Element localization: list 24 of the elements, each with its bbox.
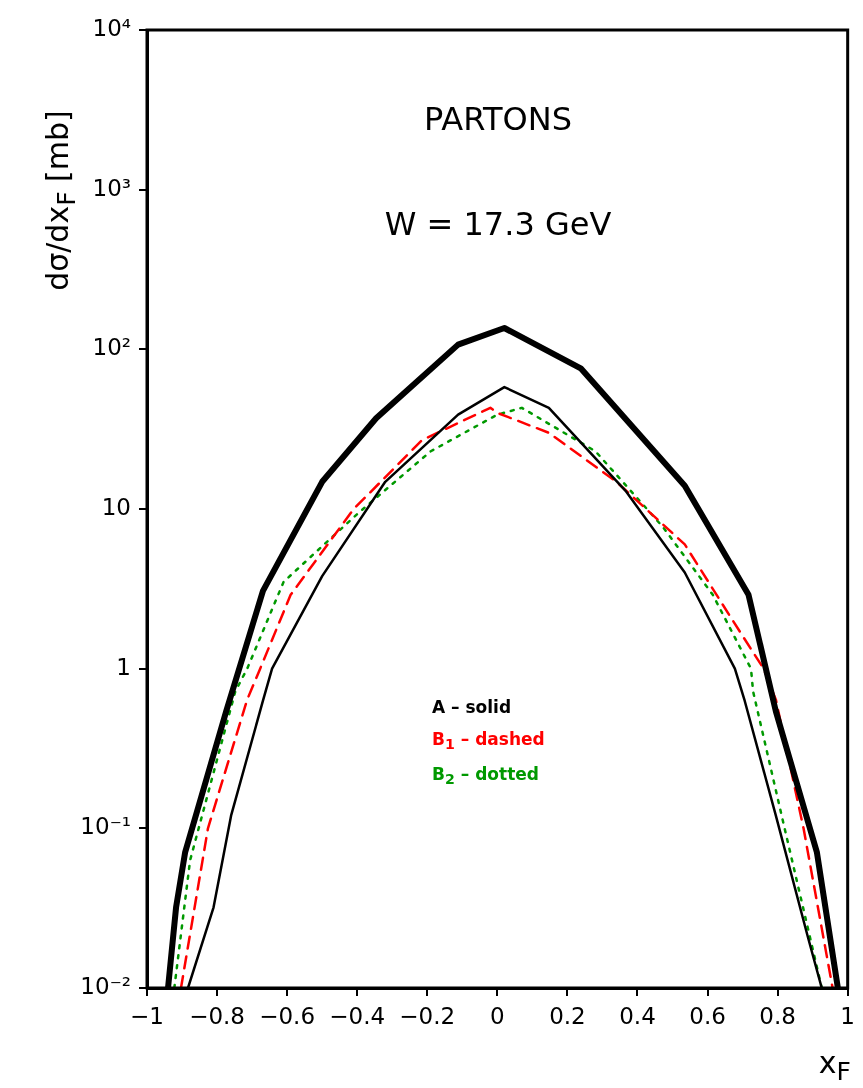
- y-tick-label: 10⁻¹: [80, 813, 131, 840]
- x-tick-label: 0.2: [549, 1002, 586, 1029]
- x-tick-label: −0.2: [399, 1002, 456, 1029]
- y-tick-label: 10²: [92, 334, 131, 361]
- annotation: PARTONS: [423, 100, 573, 138]
- y-tick-label: 10: [101, 493, 131, 520]
- x-tick-label: 0.8: [759, 1002, 796, 1029]
- x-tick-label: 0.4: [619, 1002, 656, 1029]
- x-tick-label: −0.6: [259, 1002, 316, 1029]
- x-tick-label: 0: [490, 1002, 505, 1029]
- text: A – solid: [432, 697, 513, 717]
- text: B$_{2}$ – dotted: [432, 764, 540, 788]
- x-tick-label: −0.8: [189, 1002, 245, 1029]
- x-tick-label: 1: [840, 1002, 855, 1029]
- y-tick-label: 10⁻²: [80, 972, 131, 999]
- x-tick-label: −0.4: [329, 1002, 386, 1029]
- text: B$_{1}$ – dashed: [432, 729, 545, 753]
- y-tick-label: 1: [116, 653, 131, 680]
- annotation: W = 17.3 GeV: [383, 205, 613, 243]
- x-axis-title: x$_{F}$: [818, 1045, 851, 1086]
- y-tick-label: 10⁴: [92, 14, 131, 41]
- y-tick-label: 10³: [92, 174, 131, 201]
- x-tick-label: 0.6: [689, 1002, 726, 1029]
- x-tick-label: −1: [130, 1002, 164, 1029]
